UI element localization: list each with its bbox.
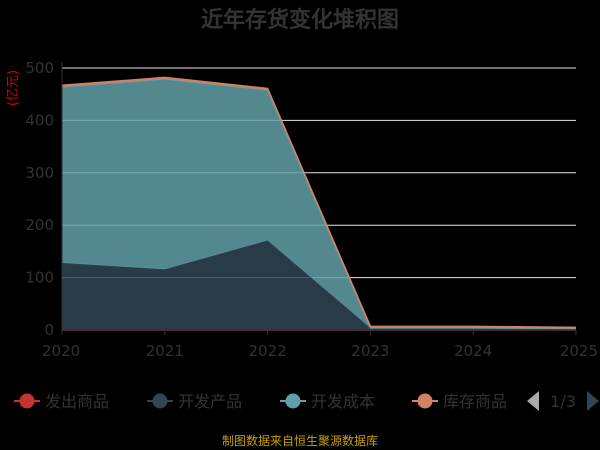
- data-source-note: 制图数据来自恒生聚源数据库: [222, 433, 378, 448]
- legend-prev-icon[interactable]: [527, 391, 539, 411]
- y-tick-label-400: 400: [25, 111, 54, 129]
- x-tick-label-2021: 2021: [146, 342, 184, 360]
- legend-item-2[interactable]: 开发成本: [280, 392, 375, 411]
- legend-marker-3: [417, 393, 433, 409]
- legend-label-2: 开发成本: [311, 392, 375, 411]
- legend-marker-0: [19, 393, 35, 409]
- plot-area: [61, 76, 577, 331]
- axes: 0 100 200 300 400 500 2020 2021 2022 2023 2024 2025: [25, 59, 598, 360]
- legend-label-1: 开发产品: [178, 392, 242, 411]
- legend-label-0: 发出商品: [45, 392, 109, 411]
- chart-title: 近年存货变化堆积图: [201, 7, 399, 33]
- legend-item-1[interactable]: 开发产品: [147, 392, 242, 411]
- y-tick-label-200: 200: [25, 216, 54, 234]
- legend: 发出商品 开发产品 开发成本 库存商品: [14, 392, 507, 411]
- y-tick-label-0: 0: [44, 321, 54, 339]
- x-tick-label-2022: 2022: [249, 342, 287, 360]
- area-series-1: [62, 240, 576, 330]
- legend-item-3[interactable]: 库存商品: [412, 392, 507, 411]
- area-series-2: [62, 79, 576, 329]
- y-tick-label-500: 500: [25, 59, 54, 77]
- legend-pager[interactable]: 1/3: [527, 391, 599, 411]
- legend-item-0[interactable]: 发出商品: [14, 392, 109, 411]
- legend-next-icon[interactable]: [587, 391, 599, 411]
- y-tick-label-100: 100: [25, 269, 54, 287]
- legend-label-3: 库存商品: [443, 392, 507, 411]
- y-unit-label: (亿元): [6, 70, 21, 106]
- legend-marker-1: [152, 393, 168, 409]
- x-tick-label-2020: 2020: [42, 342, 80, 360]
- x-tick-label-2025: 2025: [560, 342, 598, 360]
- line-series-3: [61, 76, 577, 329]
- x-tick-label-2024: 2024: [454, 342, 492, 360]
- x-tick-label-2023: 2023: [351, 342, 389, 360]
- legend-page-indicator: 1/3: [550, 392, 576, 411]
- legend-marker-2: [285, 393, 301, 409]
- y-tick-label-300: 300: [25, 164, 54, 182]
